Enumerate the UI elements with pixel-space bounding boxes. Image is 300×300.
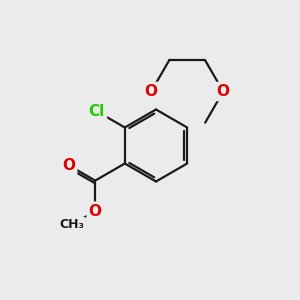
Text: O: O bbox=[145, 84, 158, 99]
Text: O: O bbox=[217, 84, 230, 99]
Text: O: O bbox=[89, 204, 102, 219]
Text: O: O bbox=[62, 158, 75, 173]
Text: CH₃: CH₃ bbox=[59, 218, 84, 231]
Text: Cl: Cl bbox=[88, 104, 105, 119]
